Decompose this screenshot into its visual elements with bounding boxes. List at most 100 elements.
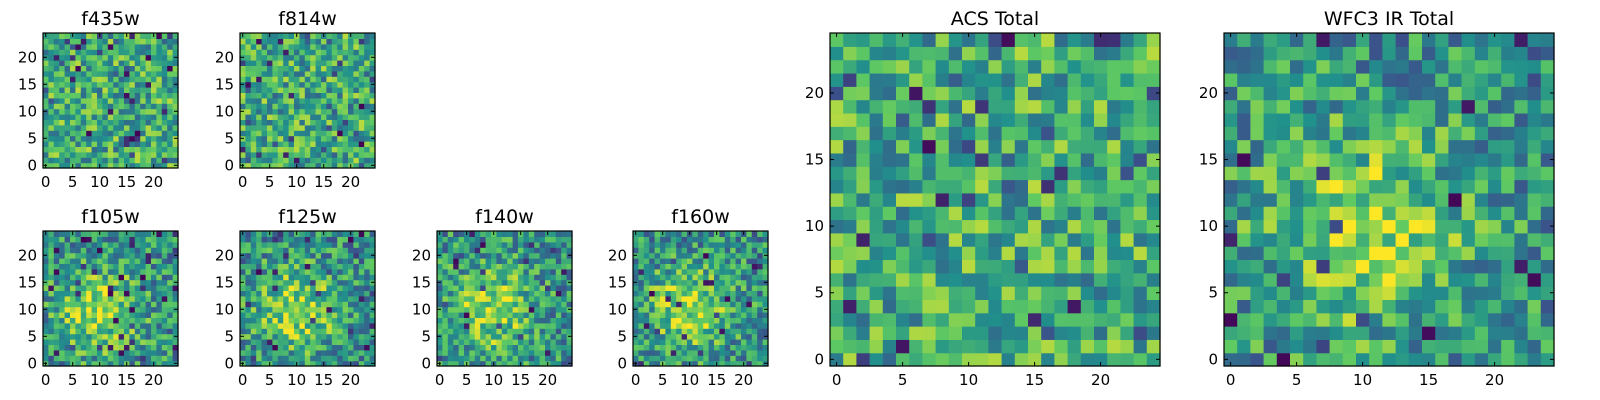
heatmap-cell [102, 349, 109, 356]
heatmap-cell [315, 349, 322, 356]
heatmap-cell [315, 33, 322, 39]
heatmap-cell [703, 328, 710, 335]
heatmap-cell [283, 124, 290, 131]
heatmap-cell [869, 112, 884, 127]
heatmap-cell [1369, 299, 1383, 314]
heatmap-cell [70, 252, 76, 259]
heatmap-cell [80, 328, 87, 335]
heatmap-cell [909, 33, 923, 47]
heatmap-cell [80, 60, 87, 66]
heatmap-cell [469, 263, 476, 270]
heatmap-cell [638, 301, 645, 308]
heatmap-cell [48, 49, 55, 56]
heatmap-cell [113, 274, 120, 281]
heatmap-cell [1224, 166, 1238, 181]
heatmap-cell [501, 279, 508, 286]
heatmap-cell [64, 146, 71, 153]
heatmap-cell [161, 103, 168, 110]
heatmap-cell [1435, 286, 1449, 300]
heatmap-cell [1474, 286, 1489, 300]
y-tick-label: 20 [608, 246, 627, 264]
heatmap-cell [294, 328, 300, 335]
heatmap-cell [80, 344, 87, 351]
heatmap-cell [288, 252, 295, 259]
heatmap-cell [91, 360, 98, 367]
heatmap-cell [730, 290, 737, 297]
heatmap-cell [240, 97, 246, 104]
heatmap-cell [962, 99, 976, 114]
heatmap-cell [161, 333, 168, 340]
heatmap-cell [369, 317, 376, 324]
heatmap-cell [151, 268, 157, 275]
heatmap-cell [97, 279, 103, 286]
heatmap-cell [1474, 259, 1489, 274]
heatmap-cell [741, 312, 747, 318]
heatmap-cell [364, 124, 371, 131]
heatmap-cell [315, 306, 322, 313]
heatmap-cell [1461, 192, 1476, 207]
heatmap-cell [134, 306, 141, 313]
heatmap-cell [988, 139, 1003, 154]
heatmap-cell [48, 70, 55, 77]
heatmap-cell [539, 241, 546, 248]
heatmap-cell [649, 333, 656, 340]
y-tick-label: 20 [18, 246, 37, 264]
heatmap-cell [124, 339, 130, 345]
heatmap-cell [267, 92, 273, 99]
heatmap-cell [1435, 339, 1449, 354]
heatmap-cell [134, 146, 141, 153]
heatmap-cell [261, 119, 268, 126]
heatmap-cell [145, 130, 152, 137]
heatmap-cell [687, 295, 693, 302]
heatmap-cell [692, 252, 699, 259]
heatmap-cell [321, 119, 327, 126]
heatmap-cell [962, 46, 976, 61]
heatmap-cell [304, 241, 311, 248]
heatmap-cell [1067, 192, 1082, 207]
heatmap-cell [909, 99, 923, 114]
heatmap-cell [665, 295, 672, 302]
heatmap-cell [321, 247, 327, 254]
heatmap-cell [730, 247, 737, 254]
heatmap-cell [331, 344, 338, 351]
heatmap-cell [442, 339, 449, 345]
heatmap-cell [1540, 299, 1555, 314]
heatmap-cell [118, 258, 125, 264]
heatmap-cell [172, 119, 179, 126]
heatmap-cell [167, 146, 174, 153]
heatmap-cell [129, 33, 136, 39]
heatmap-cell [43, 236, 49, 243]
heatmap-cell [134, 54, 141, 61]
heatmap-cell [315, 236, 322, 243]
heatmap-cell [948, 179, 963, 194]
heatmap-cell [64, 157, 71, 164]
heatmap-cell [337, 151, 344, 158]
heatmap-cell [561, 360, 568, 367]
heatmap-cell [250, 274, 257, 281]
heatmap-cell [80, 162, 87, 169]
heatmap-cell [299, 301, 306, 308]
heatmap-cell [348, 92, 354, 99]
heatmap-cell [261, 279, 268, 286]
heatmap-cell [687, 263, 693, 270]
heatmap-cell [1395, 286, 1410, 300]
heatmap-cell [1133, 166, 1148, 181]
heatmap-cell [91, 290, 98, 297]
heatmap-cell [353, 114, 360, 120]
heatmap-cell [962, 179, 976, 194]
heatmap-cell [48, 92, 55, 99]
heatmap-cell [1094, 286, 1108, 300]
heatmap-cell [48, 355, 55, 362]
heatmap-cell [113, 301, 120, 308]
heatmap-cell [714, 328, 720, 335]
heatmap-cell [43, 328, 49, 335]
heatmap-cell [751, 252, 758, 259]
heatmap-cell [337, 312, 344, 318]
heatmap-cell [1342, 152, 1357, 167]
heatmap-cell [458, 317, 465, 324]
heatmap-cell [830, 312, 844, 327]
heatmap-cell [654, 263, 661, 270]
heatmap-cell [703, 258, 710, 264]
heatmap-cell [843, 219, 857, 234]
heatmap-cell [124, 355, 130, 362]
